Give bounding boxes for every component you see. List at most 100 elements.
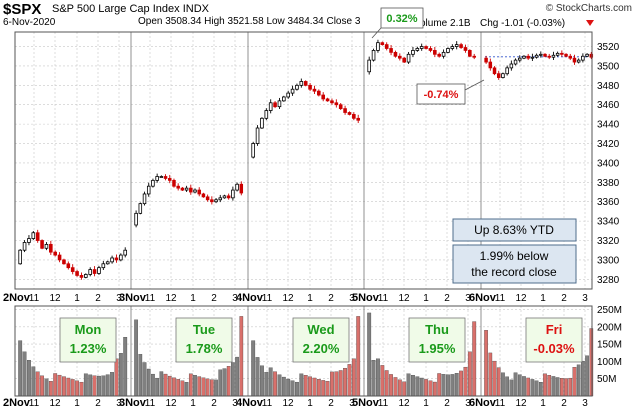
weekday-change: 2.20% xyxy=(303,341,340,356)
hour-axis-label: 1 xyxy=(74,293,80,304)
symbol-label: $SPX xyxy=(3,1,42,18)
price-candle xyxy=(581,55,585,61)
price-candle xyxy=(398,55,402,59)
price-candle xyxy=(384,44,389,49)
weekday-box xyxy=(408,317,466,363)
volume-bar xyxy=(441,374,446,397)
price-candle xyxy=(343,108,347,113)
price-candle xyxy=(114,257,119,261)
price-candle xyxy=(18,249,22,265)
volume-bar xyxy=(397,379,402,397)
hour-axis-label: 1 xyxy=(540,398,546,409)
price-candle xyxy=(155,176,159,181)
volume-bar xyxy=(281,376,286,397)
weekday-box xyxy=(292,317,350,363)
day-axis-label: 6Nov xyxy=(469,397,497,409)
price-candle xyxy=(268,102,273,111)
price-candle xyxy=(411,50,415,55)
volume-bar xyxy=(210,379,214,397)
day-axis-label: 3Nov xyxy=(119,397,147,409)
weekday-label: Mon xyxy=(75,322,102,337)
price-candle xyxy=(235,183,239,191)
price-candle xyxy=(151,179,155,187)
volume-bar xyxy=(218,369,223,397)
volume-bar xyxy=(411,375,415,397)
price-tick-label: 3300 xyxy=(597,255,620,266)
volume-bar xyxy=(222,368,227,397)
price-panel-frame xyxy=(14,31,593,290)
price-candle xyxy=(70,267,75,272)
price-candle xyxy=(526,55,530,59)
volume-bar xyxy=(205,378,210,397)
ohlc-values: Open 3508.34 High 3521.58 Low 3484.34 Cl… xyxy=(138,16,361,27)
gain-callout-box xyxy=(380,7,424,29)
volume-bar xyxy=(255,357,260,397)
volume-bar xyxy=(155,377,159,397)
volume-bar xyxy=(290,380,295,397)
weekday-label: Thu xyxy=(425,322,449,337)
price-candle xyxy=(472,55,477,58)
price-candle xyxy=(163,176,168,179)
volume-bar xyxy=(463,366,468,397)
hour-axis-label: 12 xyxy=(282,293,294,304)
hour-axis-label: 11 xyxy=(378,293,389,304)
price-candle xyxy=(389,48,393,53)
price-candle xyxy=(576,59,581,63)
index-name: S&P 500 Large Cap Index xyxy=(52,3,180,15)
volume-bar xyxy=(159,371,164,397)
price-candle xyxy=(286,92,290,98)
volume-bar xyxy=(18,340,23,397)
volume-bar xyxy=(79,381,84,397)
hour-axis-label: 2 xyxy=(561,293,567,304)
price-candle xyxy=(446,48,450,53)
day-axis-label: 2Nov xyxy=(3,397,31,409)
price-candle xyxy=(123,249,128,256)
volume-bar xyxy=(367,312,372,397)
weekday-change: 1.78% xyxy=(186,341,223,356)
volume-bar xyxy=(193,375,197,397)
price-candle xyxy=(40,240,44,249)
price-candle xyxy=(290,88,295,94)
price-candle xyxy=(564,53,568,57)
volume-bar xyxy=(312,377,317,397)
hour-axis-label: 3 xyxy=(349,398,355,409)
price-candle xyxy=(419,46,424,49)
index-description: S&P 500 Large Cap Index INDX xyxy=(52,3,209,15)
hour-axis-label: 1 xyxy=(540,293,546,304)
ytd-note-box xyxy=(452,218,577,242)
price-candle xyxy=(138,203,143,214)
weekday-box xyxy=(525,317,583,363)
volume-bar xyxy=(92,375,97,397)
price-candle xyxy=(168,178,172,181)
price-candle xyxy=(585,53,589,57)
volume-bar xyxy=(163,373,168,397)
price-candle xyxy=(159,176,164,178)
hour-axis-label: 12 xyxy=(398,293,410,304)
volume-bar xyxy=(176,379,181,397)
volume-bar xyxy=(547,375,552,397)
exchange-label: INDX xyxy=(182,3,209,15)
volume-bar xyxy=(299,373,304,397)
hour-axis-label: 3 xyxy=(465,398,471,409)
price-candle xyxy=(484,57,488,63)
volume-bar xyxy=(334,371,339,397)
hour-axis-label: 12 xyxy=(49,398,61,409)
volume-bar xyxy=(402,381,407,397)
volume-bar xyxy=(214,379,218,397)
volume-bar xyxy=(488,352,493,397)
hour-axis-label: 11 xyxy=(145,293,156,304)
volume-bar xyxy=(114,358,119,397)
price-candle xyxy=(450,46,455,49)
volume-bar xyxy=(180,380,185,397)
price-candle xyxy=(356,117,361,121)
hour-axis-label: 1 xyxy=(190,398,196,409)
price-candle xyxy=(260,117,264,129)
volume-bar xyxy=(424,379,428,397)
price-tick-label: 3480 xyxy=(597,81,620,92)
volume-bar xyxy=(522,376,526,397)
volume-bar xyxy=(501,372,505,397)
hour-axis-label: 2 xyxy=(561,398,567,409)
hour-axis-label: 2 xyxy=(211,398,217,409)
price-candle xyxy=(534,54,539,58)
